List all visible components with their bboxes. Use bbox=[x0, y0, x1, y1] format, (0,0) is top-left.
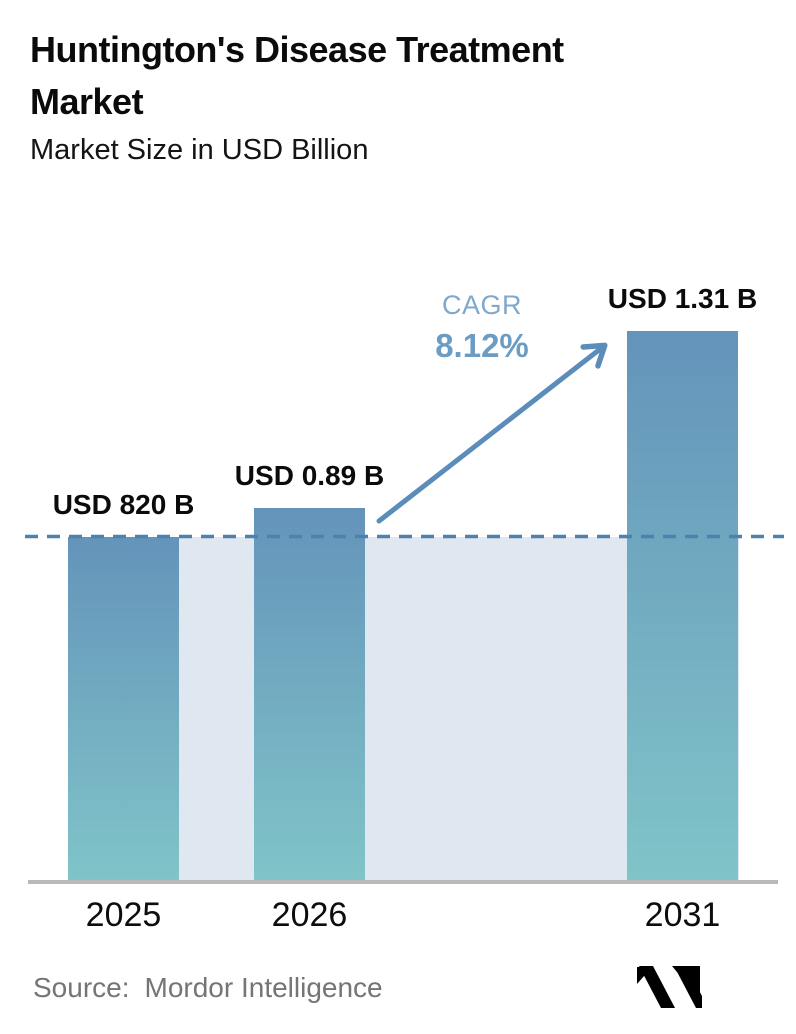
chart-subtitle: Market Size in USD Billion bbox=[30, 134, 369, 166]
bar-value-2026: USD 0.89 B bbox=[234, 460, 385, 491]
x-axis-line bbox=[28, 880, 778, 884]
bar-2026 bbox=[254, 508, 365, 882]
x-tick-2026: 2026 bbox=[271, 896, 348, 934]
bar-value-2025: USD 820 B bbox=[52, 489, 195, 520]
chart-title-line2: Market bbox=[30, 81, 144, 122]
cagr-value: 8.12% bbox=[435, 327, 529, 364]
chart-title: Huntington's Disease Treatment Market bbox=[30, 24, 750, 128]
source-name: Mordor Intelligence bbox=[144, 972, 383, 1003]
x-tick-2025: 2025 bbox=[85, 896, 162, 934]
growth-arrow bbox=[376, 342, 608, 524]
cagr-label: CAGR bbox=[441, 290, 522, 320]
bar-2025 bbox=[68, 537, 179, 882]
cagr-annotation: CAGR 8.12% bbox=[392, 290, 572, 365]
chart-title-line1: Huntington's Disease Treatment bbox=[30, 29, 564, 70]
bar-2031 bbox=[627, 331, 738, 882]
mordor-intelligence-logo-icon bbox=[637, 966, 702, 1008]
source-label: Source: bbox=[33, 972, 130, 1003]
source-attribution: Source: Mordor Intelligence bbox=[33, 972, 383, 1004]
x-tick-2031: 2031 bbox=[644, 896, 721, 934]
bar-value-2031: USD 1.31 B bbox=[607, 283, 758, 314]
